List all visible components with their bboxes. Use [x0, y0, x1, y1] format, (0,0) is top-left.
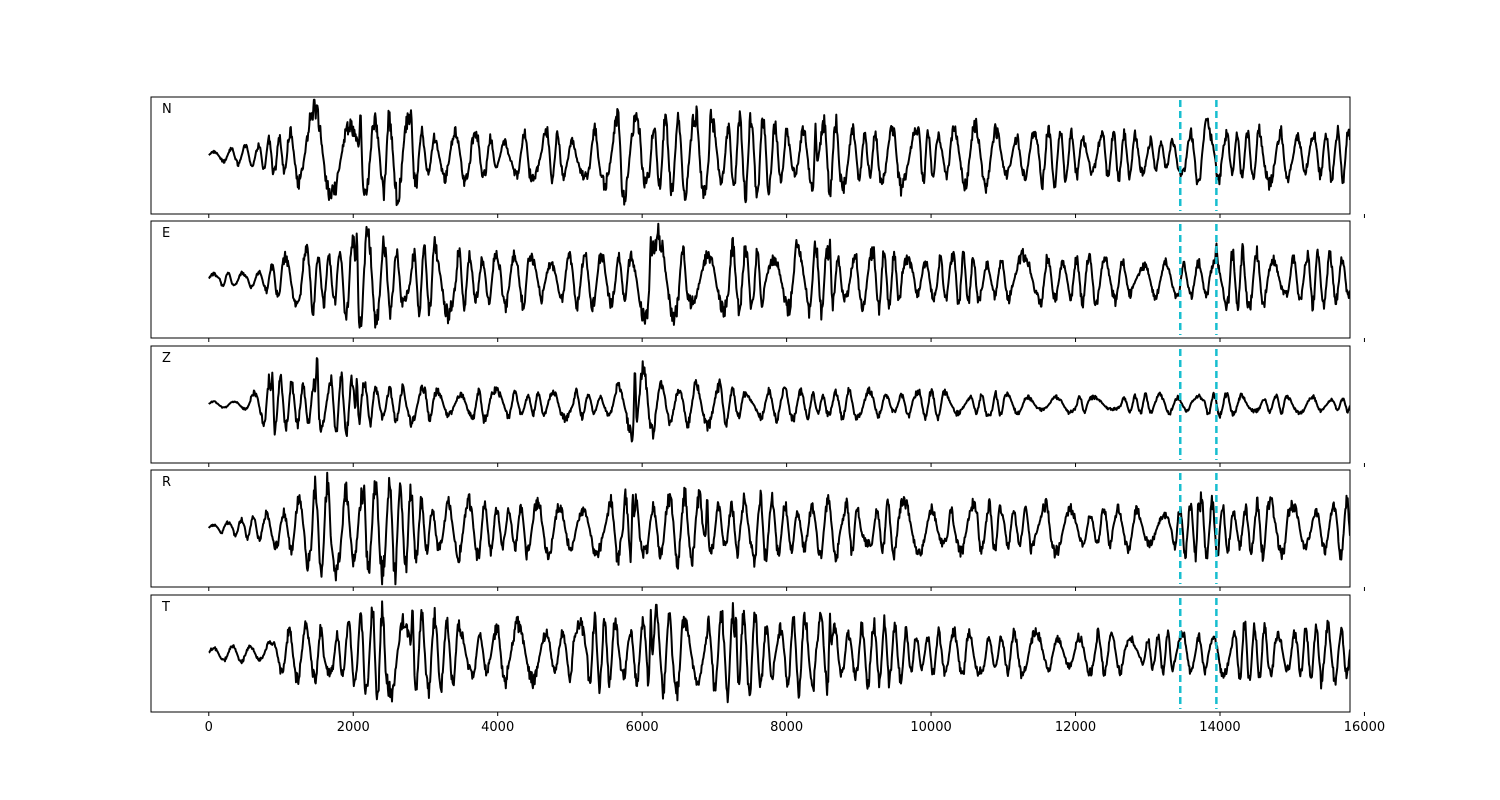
panel-t: T: [150, 594, 1365, 716]
trace-t: [208, 600, 1350, 704]
trace-z: [208, 357, 1350, 443]
panel-e: E: [150, 220, 1365, 342]
panel-frame: [150, 469, 1351, 588]
panel-z: Z: [150, 345, 1365, 467]
panel-label: E: [162, 226, 170, 241]
trace-r: [207, 471, 1350, 586]
panel-r: R: [150, 469, 1365, 591]
x-tick-label: 10000: [910, 720, 951, 735]
x-tick-label: 6000: [626, 720, 659, 735]
x-tick-label: 2000: [337, 720, 370, 735]
panel-frame: [150, 220, 1351, 339]
panel-frame: [150, 345, 1351, 464]
panel-n: N: [150, 96, 1365, 218]
panel-frame: [150, 96, 1351, 215]
panel-label: T: [161, 600, 170, 615]
panel-label: N: [162, 102, 172, 117]
x-axis: 0 2000 4000 6000 8000 10000 12000 14000 16000: [205, 720, 1385, 735]
x-tick-label: 4000: [481, 720, 514, 735]
x-tick-label: 8000: [770, 720, 803, 735]
trace-e: [208, 222, 1350, 329]
x-tick-label: 16000: [1344, 720, 1385, 735]
panel-label: R: [162, 475, 171, 490]
panel-label: Z: [162, 351, 171, 366]
panels-group: N E Z R T: [150, 96, 1365, 716]
x-tick-label: 0: [205, 720, 213, 735]
x-tick-label: 14000: [1199, 720, 1240, 735]
x-tick-label: 12000: [1055, 720, 1096, 735]
trace-n: [208, 98, 1350, 207]
panel-frame: [150, 594, 1351, 713]
